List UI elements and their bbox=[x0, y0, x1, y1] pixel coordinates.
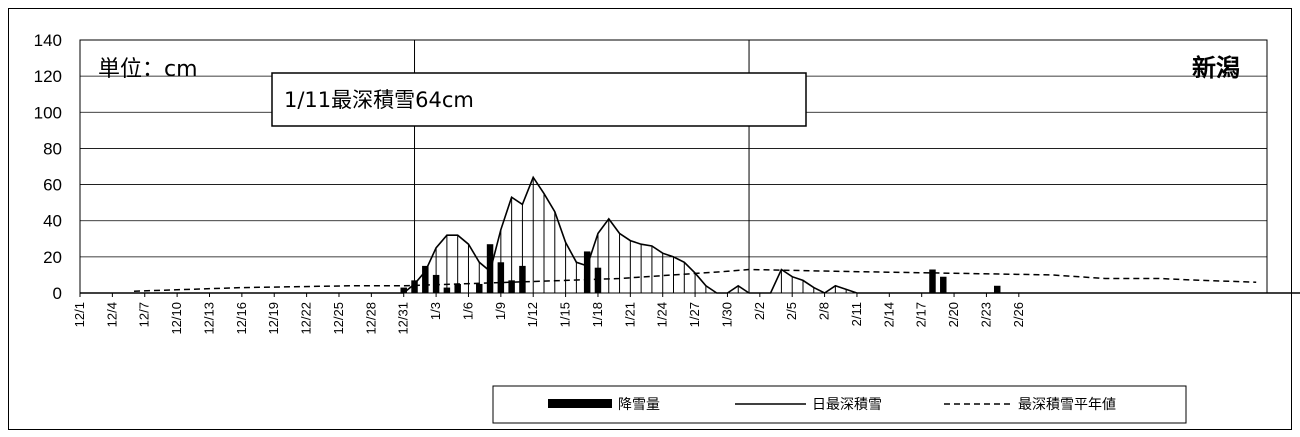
legend-label-normal: 最深積雪平年値 bbox=[1018, 397, 1116, 413]
x-tick-label: 1/6 bbox=[460, 302, 475, 320]
station-name: 新潟 bbox=[1192, 54, 1240, 82]
x-tick-label: 1/21 bbox=[622, 302, 637, 327]
y-tick-label: 120 bbox=[34, 67, 62, 86]
x-tick-label: 12/31 bbox=[396, 302, 411, 335]
x-tick-label: 2/14 bbox=[881, 302, 896, 327]
snowfall-bar bbox=[497, 262, 505, 293]
y-tick-label: 80 bbox=[43, 139, 62, 158]
x-tick-label: 2/23 bbox=[978, 302, 993, 327]
x-tick-label: 1/18 bbox=[590, 302, 605, 327]
y-tick-label: 20 bbox=[43, 248, 62, 267]
snowfall-bar bbox=[422, 265, 429, 293]
x-tick-label: 12/22 bbox=[299, 302, 314, 335]
y-tick-label: 0 bbox=[53, 284, 62, 303]
x-tick-label: 2/2 bbox=[752, 302, 767, 320]
annotation-box bbox=[271, 72, 807, 127]
snowfall-bar bbox=[400, 287, 407, 293]
x-tick-label: 12/19 bbox=[266, 302, 281, 335]
snowfall-bar bbox=[443, 287, 451, 293]
x-tick-label: 12/10 bbox=[169, 302, 184, 335]
snowfall-bar bbox=[594, 267, 602, 293]
daily-max-depth-polyline bbox=[80, 175, 1300, 294]
x-tick-label: 12/28 bbox=[363, 302, 378, 335]
depth-hatching bbox=[414, 177, 847, 293]
x-tick-label: 2/8 bbox=[817, 302, 832, 320]
y-tick-label: 140 bbox=[34, 31, 62, 50]
snowfall-bar bbox=[940, 276, 947, 293]
annotation-text: 1/11最深積雪64cm bbox=[284, 88, 474, 112]
y-tick-label: 40 bbox=[43, 212, 62, 231]
x-tick-label: 12/16 bbox=[234, 302, 249, 335]
legend-label-snowfall: 降雪量 bbox=[618, 397, 660, 413]
x-tick-label: 1/24 bbox=[655, 302, 670, 327]
snowfall-bar bbox=[929, 269, 936, 293]
x-tick-label: 1/27 bbox=[687, 302, 702, 327]
x-tick-label: 12/1 bbox=[72, 302, 87, 327]
snowfall-bar bbox=[454, 283, 461, 293]
x-tick-label: 12/7 bbox=[137, 302, 152, 327]
x-tick-label: 1/12 bbox=[525, 302, 540, 327]
x-tick-label: 1/30 bbox=[719, 302, 734, 327]
legend-label-depth: 日最深積雪 bbox=[812, 397, 882, 413]
x-tick-label: 2/5 bbox=[784, 302, 799, 320]
legend: 降雪量 日最深積雪 最深積雪平年値 bbox=[492, 385, 1187, 424]
x-tick-label: 12/4 bbox=[104, 302, 119, 327]
x-tick-label: 1/15 bbox=[558, 302, 573, 327]
y-tick-label: 60 bbox=[43, 176, 62, 195]
x-tick-label: 2/11 bbox=[849, 302, 864, 326]
legend-swatch-snowfall bbox=[548, 399, 612, 408]
snowfall-bar bbox=[508, 280, 515, 293]
y-tick-label: 100 bbox=[34, 103, 62, 122]
x-tick-label: 2/20 bbox=[946, 302, 961, 327]
normal-depth-line bbox=[133, 268, 1257, 292]
snowfall-bar bbox=[993, 285, 1001, 293]
daily-max-depth-line bbox=[80, 175, 1300, 294]
y-axis-tick-labels: 0 20 40 60 80 100 120 140 bbox=[34, 31, 62, 303]
snowfall-bar bbox=[476, 283, 483, 293]
x-tick-label: 12/13 bbox=[201, 302, 216, 335]
snowfall-bar bbox=[432, 274, 440, 293]
normal-depth-polyline bbox=[133, 268, 1257, 292]
snowfall-bar bbox=[411, 280, 418, 293]
x-tick-label: 2/26 bbox=[1011, 302, 1026, 327]
x-tick-label: 1/3 bbox=[428, 302, 443, 320]
chart-frame bbox=[8, 8, 1292, 430]
unit-label: 単位：cm bbox=[98, 57, 198, 82]
x-axis-tick-labels: 12/1 12/4 12/7 12/10 12/13 12/16 12/19 12/22 12/… bbox=[72, 293, 1026, 335]
x-tick-label: 1/9 bbox=[493, 302, 508, 320]
x-tick-label: 12/25 bbox=[331, 302, 346, 335]
x-tick-label: 2/17 bbox=[914, 302, 929, 327]
snowfall-bar bbox=[583, 251, 591, 293]
snowfall-bar bbox=[519, 265, 526, 293]
